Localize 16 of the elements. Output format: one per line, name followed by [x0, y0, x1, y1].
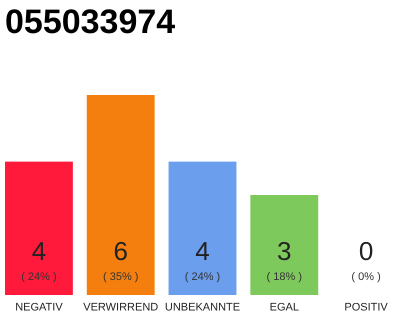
- annotation: ( 18% ): [266, 271, 302, 283]
- annotation: ( 24% ): [184, 271, 220, 283]
- chart-title: 055033974: [5, 3, 176, 41]
- annotation: ( 35% ): [102, 271, 138, 283]
- annotation: ( 24% ): [21, 271, 57, 283]
- x-tick-label: POSITIV: [344, 302, 388, 314]
- data-label: 0: [358, 236, 374, 266]
- data-label: 4: [32, 236, 46, 266]
- x-tick-label: EGAL: [270, 302, 299, 314]
- x-tick-label: UNBEKANNTE: [164, 302, 240, 314]
- x-tick-label: NEGATIV: [15, 302, 64, 314]
- data-label: 3: [277, 236, 292, 266]
- annotation: ( 0% ): [351, 271, 381, 283]
- data-label: 4: [195, 236, 210, 266]
- data-label: 6: [113, 236, 128, 266]
- x-tick-label: VERWIRREND: [83, 302, 158, 314]
